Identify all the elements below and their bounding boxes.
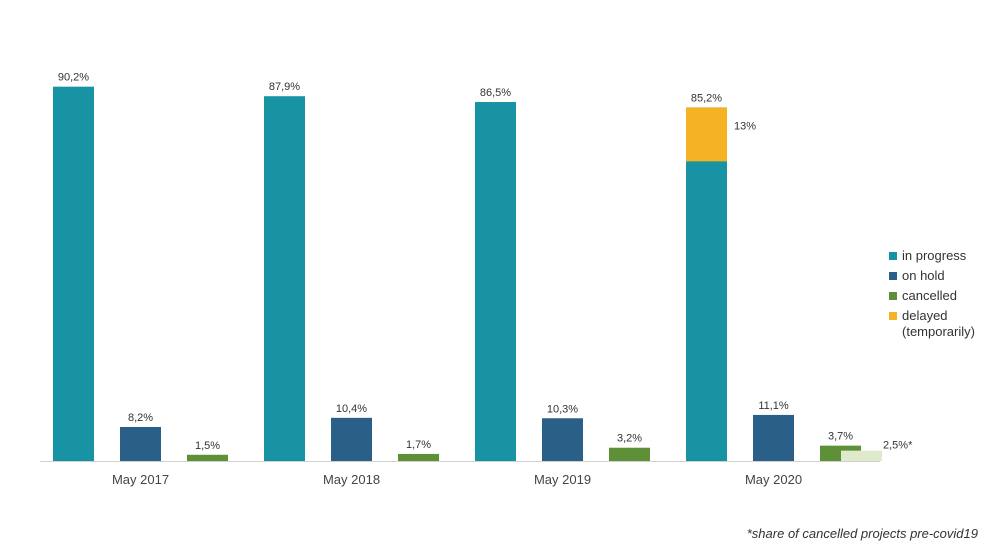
data-label-cancelled-may-2017: 1,5% — [195, 440, 220, 452]
bar-in-progress-may-2020 — [686, 107, 727, 462]
data-label-in-progress-may-2018: 87,9% — [269, 81, 300, 93]
legend-label: delayed (temporarily) — [902, 308, 975, 339]
bar-on-hold-may-2018 — [331, 417, 372, 461]
legend: in progress on hold cancelled delayed (t… — [889, 248, 975, 344]
bar-on-hold-may-2019 — [542, 418, 583, 461]
data-label-on-hold-may-2017: 8,2% — [128, 412, 153, 424]
data-label-cancelled-may-2019: 3,2% — [617, 433, 642, 445]
bar-in-progress-may-2017 — [53, 86, 94, 462]
legend-swatch-delayed — [889, 312, 897, 320]
data-label-on-hold-may-2018: 10,4% — [336, 403, 367, 415]
legend-swatch-cancelled — [889, 292, 897, 300]
data-label-in-progress-may-2020: 85,2% — [691, 92, 722, 104]
category-label-may-2017: May 2017 — [112, 472, 169, 487]
data-label-cancelled-may-2018: 1,7% — [406, 439, 431, 451]
bars-group — [53, 86, 882, 462]
bar-on-hold-may-2017 — [120, 426, 161, 461]
data-label-in-progress-may-2017: 90,2% — [58, 72, 89, 84]
data-label-on-hold-may-2020: 11,1% — [758, 400, 789, 412]
legend-item-cancelled: cancelled — [889, 288, 975, 304]
category-label-may-2019: May 2019 — [534, 472, 591, 487]
bar-on-hold-may-2020 — [753, 414, 794, 461]
data-label-on-hold-may-2019: 10,3% — [547, 403, 578, 415]
legend-label: in progress — [902, 248, 967, 263]
legend-swatch-on-hold — [889, 272, 897, 280]
legend-item-in-progress: in progress — [889, 248, 975, 264]
footnote: *share of cancelled projects pre-covid19 — [746, 526, 978, 541]
category-label-may-2018: May 2018 — [323, 472, 380, 487]
legend-item-on-hold: on hold — [889, 268, 975, 284]
bar-in-progress-may-2019 — [475, 102, 516, 462]
data-label-cancelled-may-2020: 3,7% — [828, 431, 853, 443]
category-labels-group: May 2017 May 2018 May 2019 May 2020 — [112, 472, 802, 487]
bar-delayed-may-2020 — [686, 107, 727, 162]
bar-cancelled-may-2017 — [187, 454, 228, 461]
legend-swatch-in-progress — [889, 252, 897, 260]
bar-cancelled-pre-covid-may-2020 — [841, 450, 882, 461]
legend-label: cancelled — [902, 288, 957, 303]
legend-item-delayed: delayed (temporarily) — [889, 308, 975, 340]
data-label-in-progress-may-2019: 86,5% — [480, 87, 511, 99]
labels-group: 90,2% 8,2% 1,5% 87,9% 10,4% 1,7% 86,5% 10,3% 3,2… — [58, 72, 913, 452]
data-label-delayed-may-2020: 13% — [734, 120, 756, 132]
legend-label: on hold — [902, 268, 945, 283]
bar-cancelled-may-2018 — [398, 453, 439, 461]
data-label-cancelled-pre-covid-may-2020: 2,5%* — [883, 440, 913, 452]
bar-in-progress-may-2018 — [264, 96, 305, 461]
category-label-may-2020: May 2020 — [745, 472, 802, 487]
bar-cancelled-may-2019 — [609, 447, 650, 461]
